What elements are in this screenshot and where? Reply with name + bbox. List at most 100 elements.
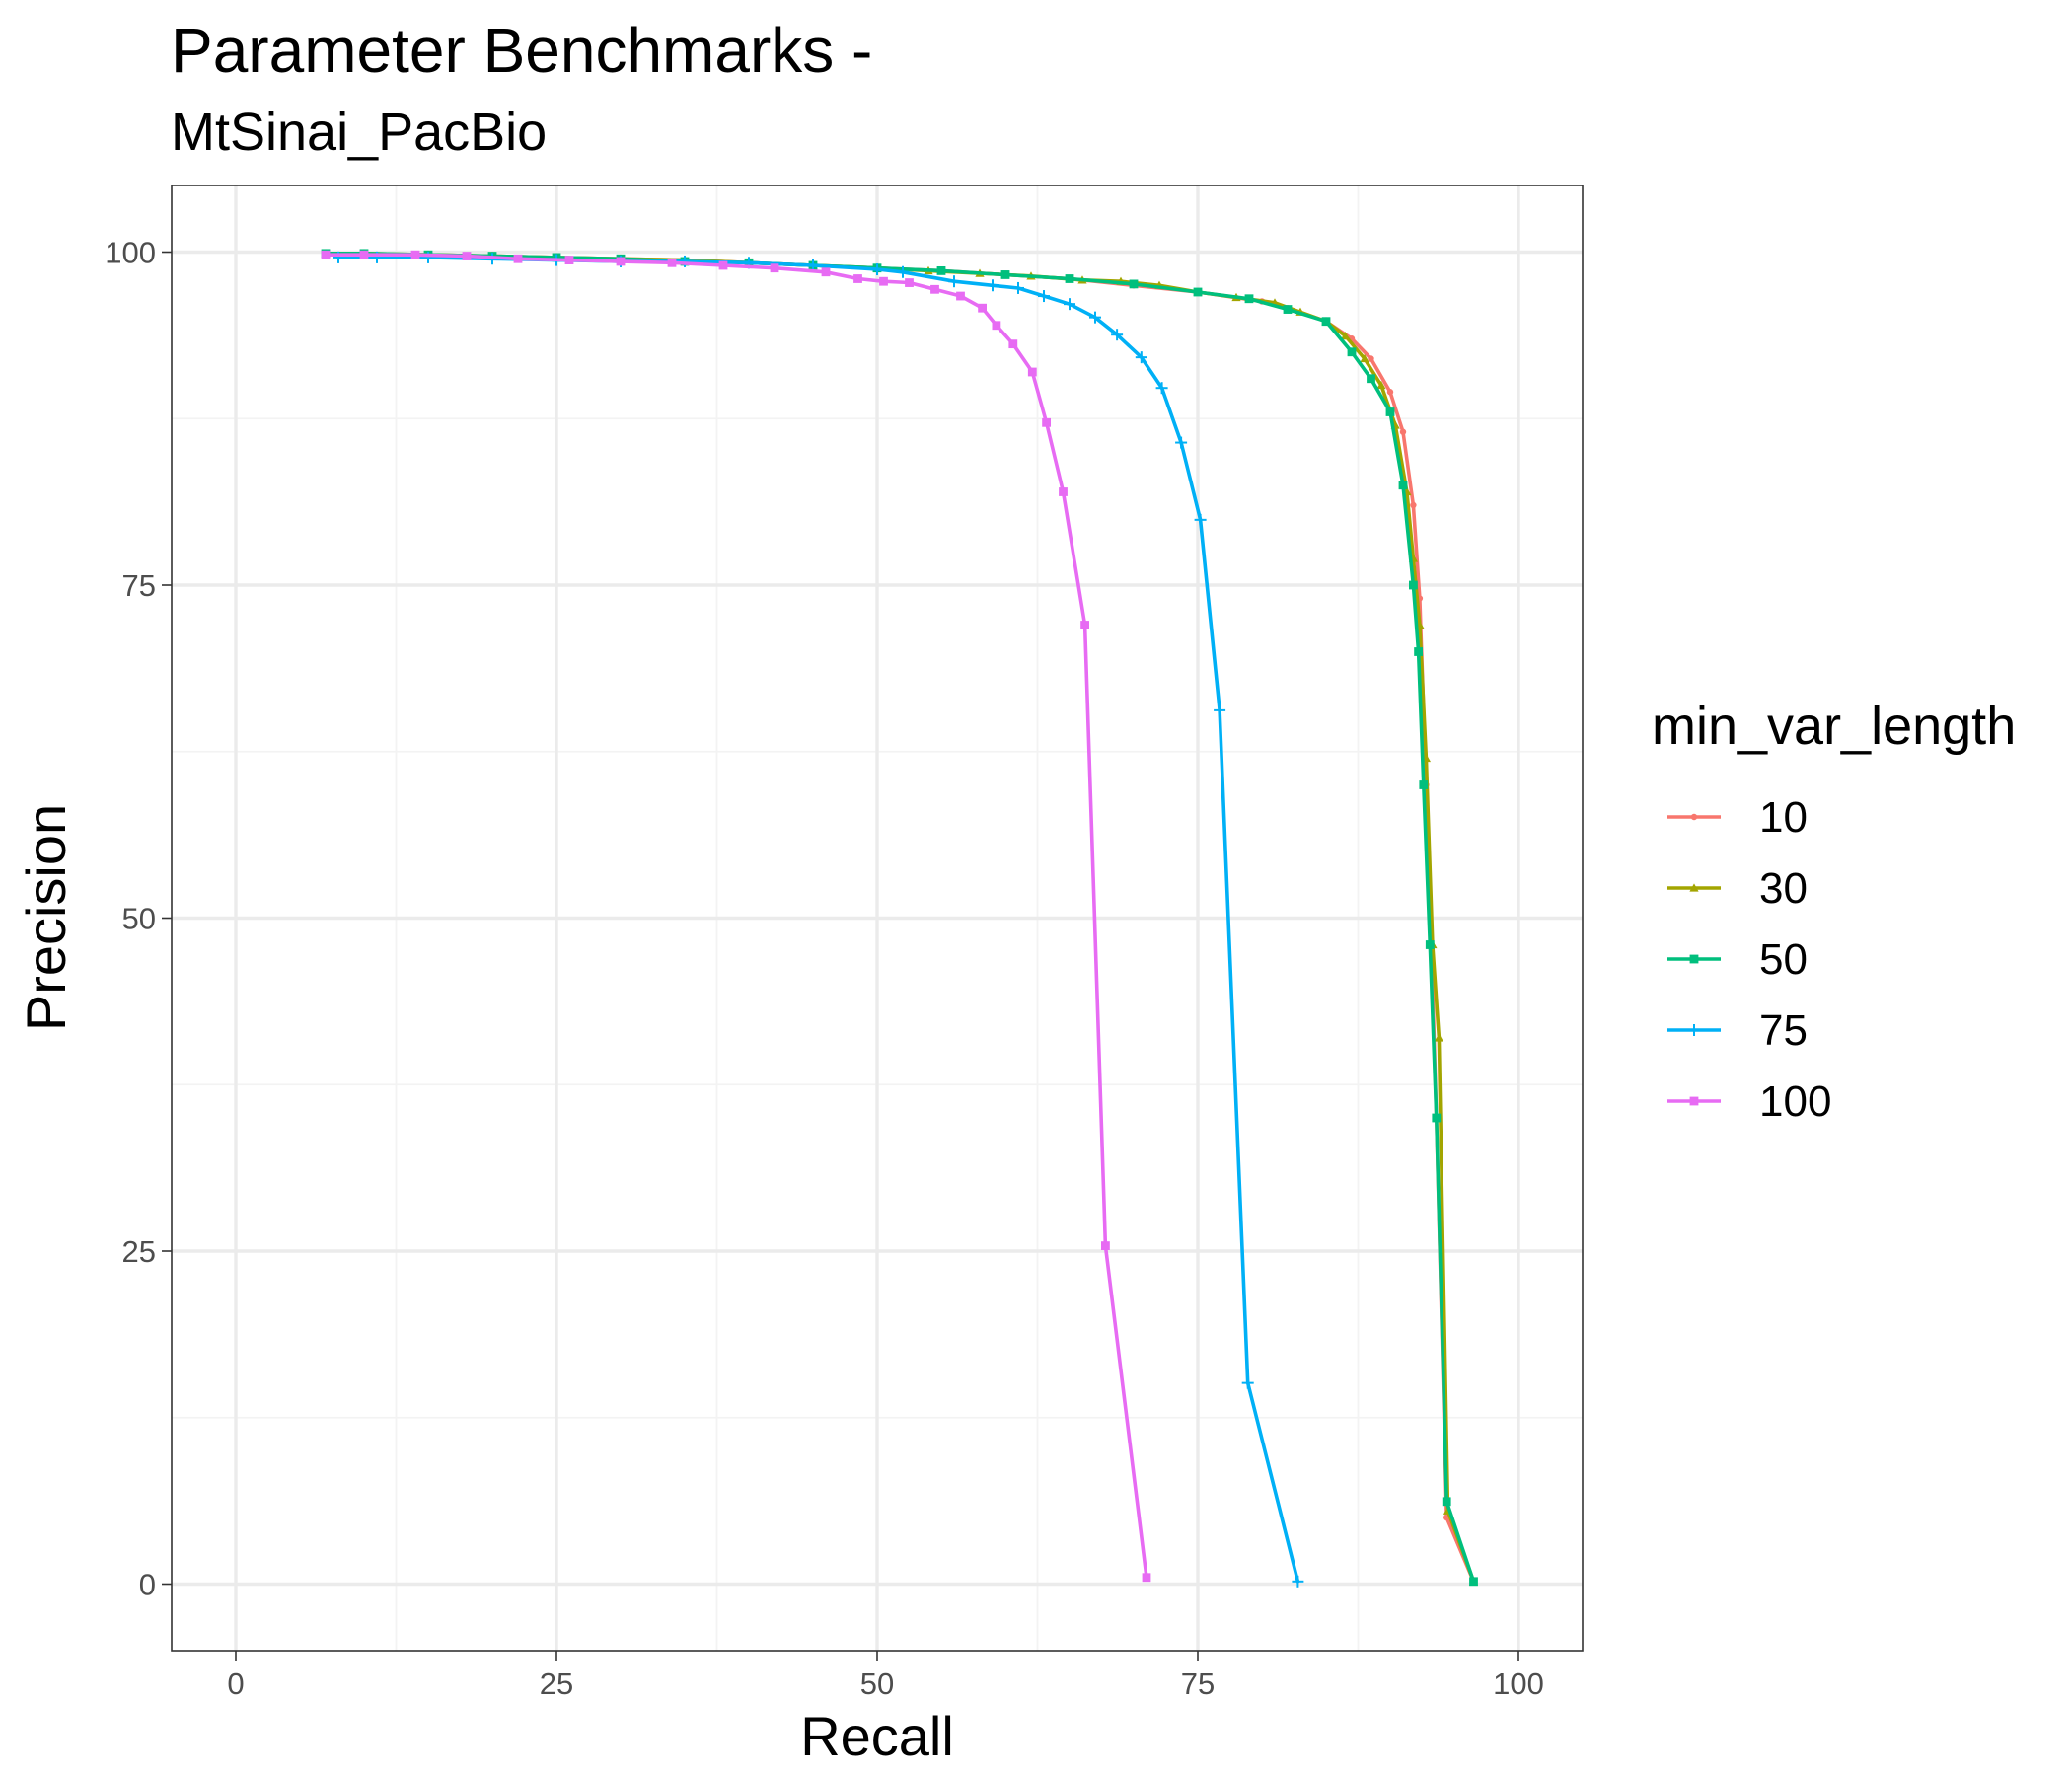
x-tick-label: 100 (1493, 1666, 1544, 1701)
legend-key-marker (1688, 1024, 1700, 1036)
data-point-10 (1410, 501, 1417, 509)
data-point-50 (1065, 274, 1074, 283)
x-tick-label: 0 (227, 1666, 244, 1701)
data-point-75 (1135, 351, 1147, 364)
data-point-100 (1101, 1241, 1110, 1250)
legend-label: 100 (1759, 1077, 1831, 1126)
data-point-100 (410, 250, 420, 259)
data-point-50 (1398, 481, 1408, 490)
data-point-100 (853, 274, 862, 283)
data-point-100 (667, 258, 677, 267)
x-tick-label: 25 (540, 1666, 573, 1701)
data-point-50 (1129, 279, 1139, 289)
major-gridlines (172, 185, 1583, 1651)
legend-key-marker (1689, 1096, 1699, 1106)
data-point-10 (1368, 355, 1374, 362)
data-point-100 (1142, 1573, 1151, 1583)
legend-label: 75 (1759, 1006, 1808, 1055)
y-axis-title: Precision (15, 804, 77, 1031)
data-point-100 (821, 267, 831, 277)
data-point-75 (1175, 436, 1188, 449)
data-point-75 (948, 275, 960, 288)
data-point-75 (1111, 329, 1124, 341)
x-axis-ticks: 0 25 50 75 100 (227, 1651, 1544, 1701)
data-point-75 (987, 279, 999, 292)
data-point-75 (1089, 311, 1101, 324)
data-point-30 (1340, 331, 1351, 340)
data-point-75 (1155, 382, 1168, 395)
data-point-100 (1027, 367, 1037, 377)
data-point-50 (1321, 317, 1331, 327)
legend-label: 10 (1759, 793, 1808, 842)
data-point-100 (992, 321, 1001, 331)
data-point-50 (1419, 780, 1429, 789)
data-point-50 (1409, 580, 1418, 590)
chart-subtitle: MtSinai_PacBio (171, 103, 547, 162)
data-point-50 (1425, 940, 1435, 949)
data-point-100 (718, 260, 728, 270)
x-tick-label: 50 (860, 1666, 894, 1701)
data-point-100 (1080, 621, 1089, 629)
data-point-100 (462, 252, 472, 260)
data-point-50 (1000, 270, 1010, 279)
legend-item-30: 30 (1667, 864, 1808, 913)
data-point-100 (513, 254, 523, 263)
series-lines (321, 249, 1479, 1588)
data-point-50 (1367, 374, 1375, 384)
data-point-50 (1283, 305, 1293, 314)
series-100 (321, 250, 1151, 1583)
data-point-100 (1059, 487, 1068, 496)
legend-item-75: 75 (1667, 1006, 1808, 1055)
data-point-100 (1008, 339, 1018, 349)
data-point-75 (1064, 298, 1075, 311)
y-tick-label: 50 (122, 902, 156, 936)
data-point-10 (1386, 389, 1394, 396)
legend: min_var_length 10 30 50 75 100 (1652, 697, 2016, 1126)
data-point-50 (1244, 294, 1254, 304)
data-point-75 (1012, 281, 1024, 294)
data-point-30 (1360, 353, 1369, 363)
legend-item-10: 10 (1667, 793, 1808, 842)
data-point-50 (1193, 287, 1203, 297)
data-point-50 (1414, 647, 1423, 656)
data-point-75 (897, 265, 909, 278)
data-point-100 (770, 263, 779, 273)
legend-key-marker (1689, 883, 1699, 892)
legend-label: 50 (1759, 935, 1808, 984)
legend-item-50: 50 (1667, 935, 1808, 984)
data-point-50 (1432, 1113, 1442, 1123)
data-point-100 (616, 257, 626, 266)
y-tick-label: 0 (139, 1568, 156, 1602)
data-point-100 (905, 278, 914, 287)
data-point-75 (1214, 703, 1226, 716)
x-tick-label: 75 (1181, 1666, 1215, 1701)
data-point-50 (1385, 407, 1395, 416)
y-axis-ticks: 0 25 50 75 100 (105, 236, 172, 1602)
data-point-50 (1347, 347, 1357, 357)
y-tick-label: 75 (122, 568, 156, 603)
data-point-10 (1399, 428, 1407, 435)
data-point-75 (679, 255, 691, 267)
data-point-75 (1241, 1376, 1254, 1389)
data-point-50 (936, 266, 946, 275)
data-point-100 (1042, 417, 1051, 427)
data-point-75 (1194, 513, 1207, 526)
data-point-30 (1434, 1033, 1443, 1042)
legend-title: min_var_length (1652, 697, 2016, 756)
legend-label: 30 (1759, 864, 1808, 913)
data-point-100 (879, 276, 888, 286)
data-point-100 (956, 291, 965, 301)
data-point-75 (1038, 290, 1050, 303)
data-point-100 (564, 256, 574, 264)
plot-panel (171, 185, 1584, 1652)
data-point-100 (930, 284, 939, 294)
data-point-30 (1376, 380, 1386, 390)
chart-title: Parameter Benchmarks - (171, 15, 872, 86)
data-point-100 (359, 250, 369, 259)
x-axis-title: Recall (800, 1705, 954, 1767)
data-point-75 (1292, 1575, 1304, 1588)
data-point-50 (1469, 1577, 1478, 1587)
y-tick-label: 25 (122, 1234, 156, 1269)
legend-key-marker (1689, 954, 1699, 964)
